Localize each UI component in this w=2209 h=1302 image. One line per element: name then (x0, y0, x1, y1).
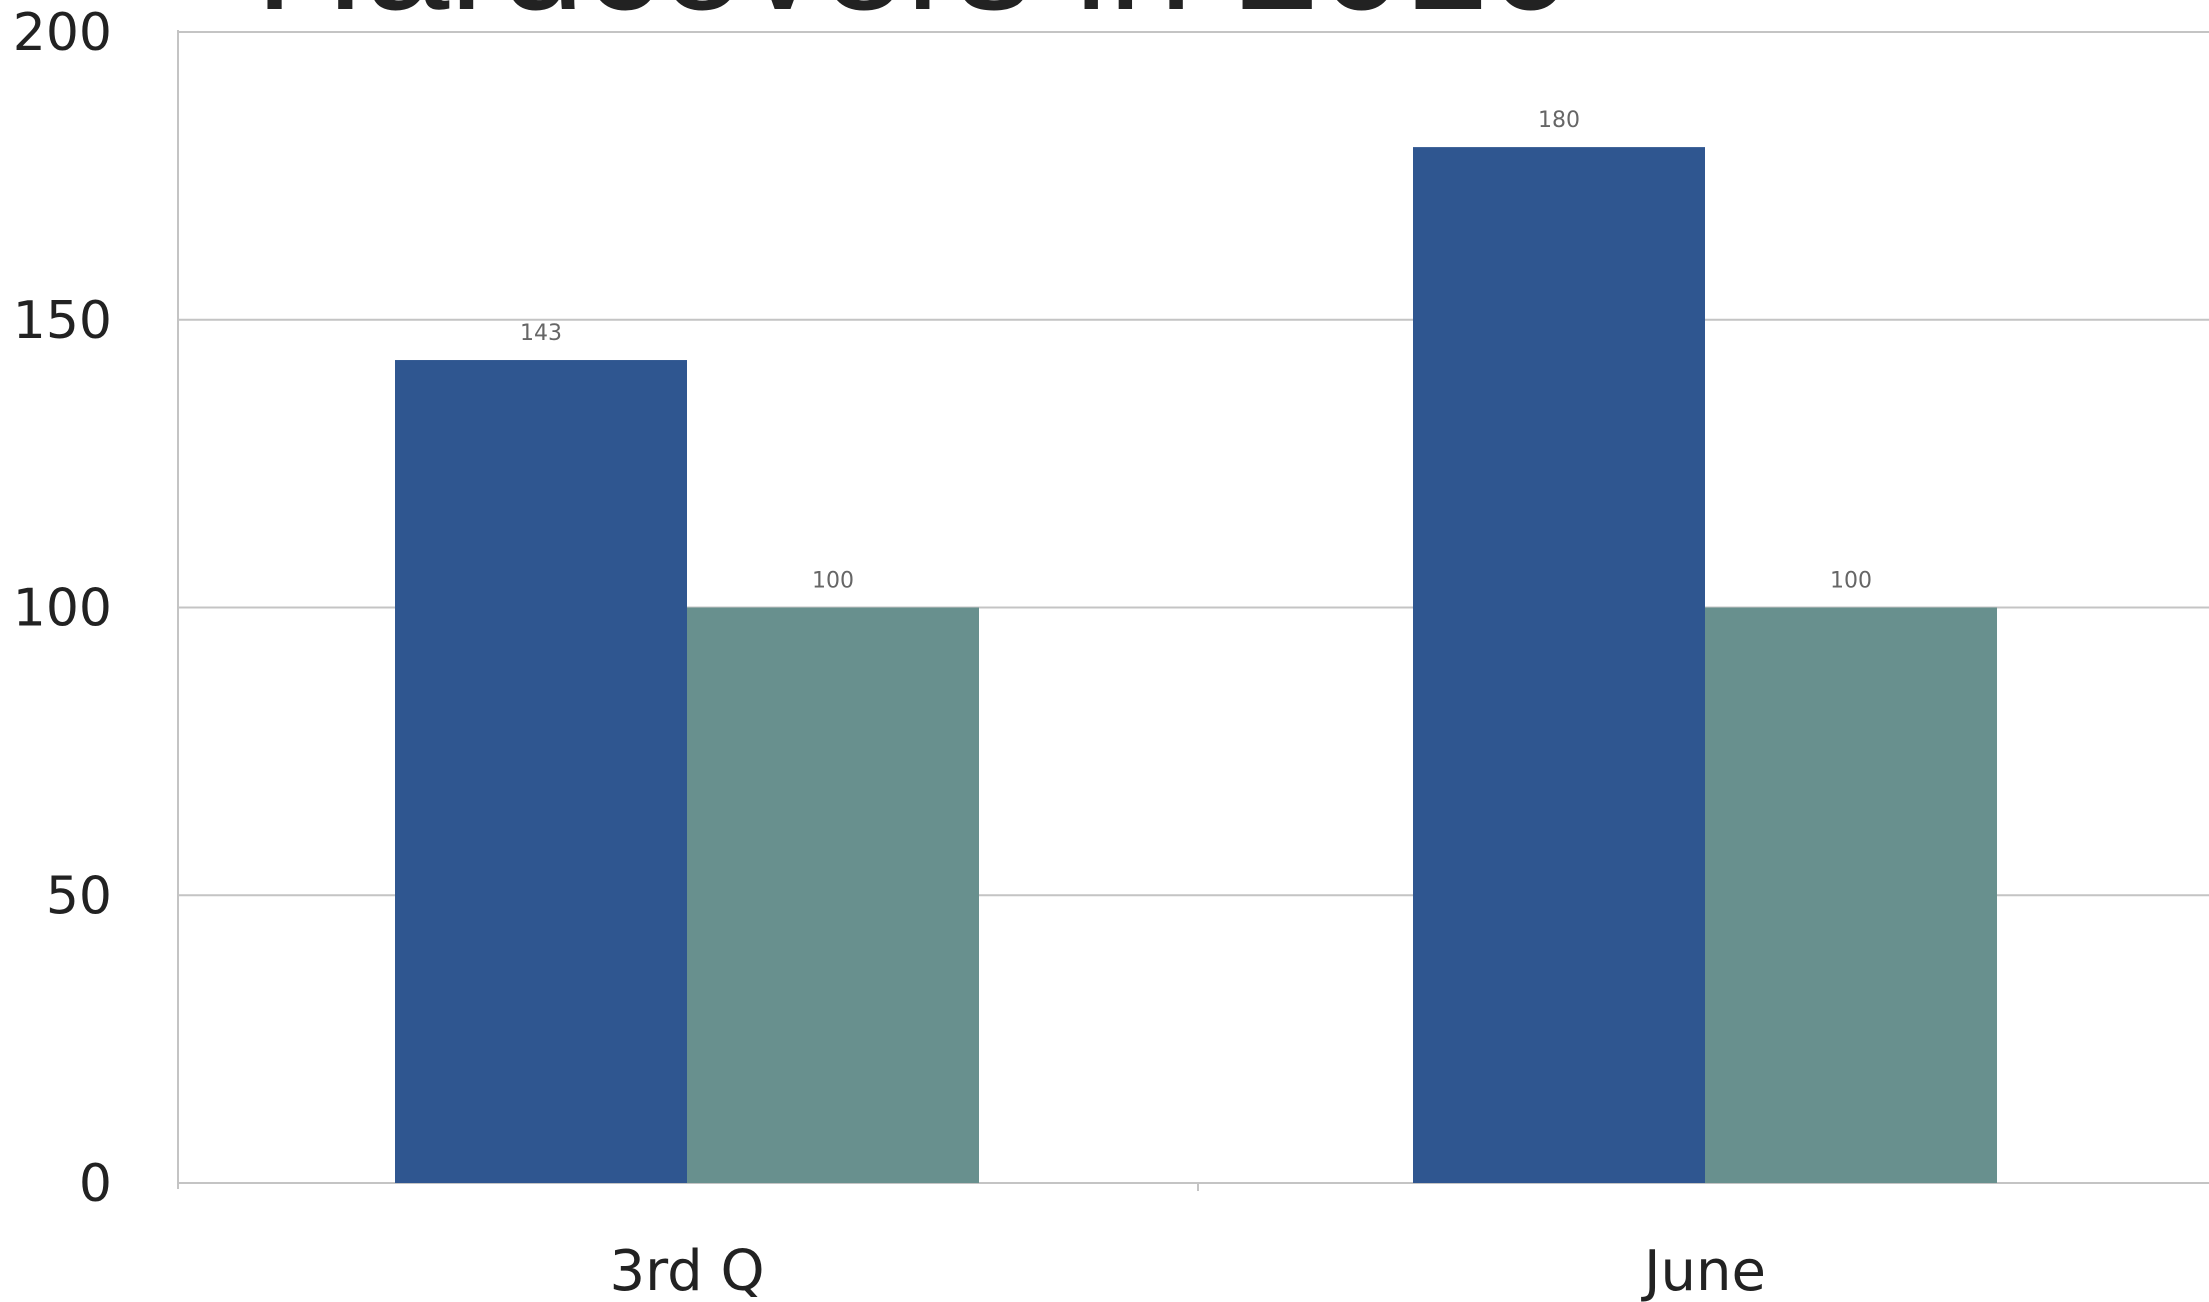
data-labels: 143 100 180 100 (520, 108, 1872, 593)
data-label: 143 (520, 321, 562, 346)
data-label: 180 (1538, 108, 1580, 133)
x-tick-label: June (1641, 1239, 1766, 1302)
y-tick-label: 0 (79, 1154, 112, 1214)
y-tick-label: 150 (13, 291, 112, 351)
x-tick-label: 3rd Q (609, 1239, 764, 1302)
data-label: 100 (812, 569, 854, 594)
bars (395, 147, 1997, 1184)
y-tick-label: 50 (46, 866, 112, 926)
y-tick-label: 100 (13, 579, 112, 639)
y-tick-label: 200 (13, 3, 112, 63)
tick-labels: 0 50 100 150 200 3rd Q June (13, 3, 1766, 1302)
bar (1705, 607, 1997, 1183)
bar (687, 607, 979, 1183)
bar (1413, 147, 1705, 1184)
data-label: 100 (1830, 569, 1872, 594)
chart-title: Hardcovers in 2010 (255, 0, 1573, 33)
bar (395, 360, 687, 1183)
